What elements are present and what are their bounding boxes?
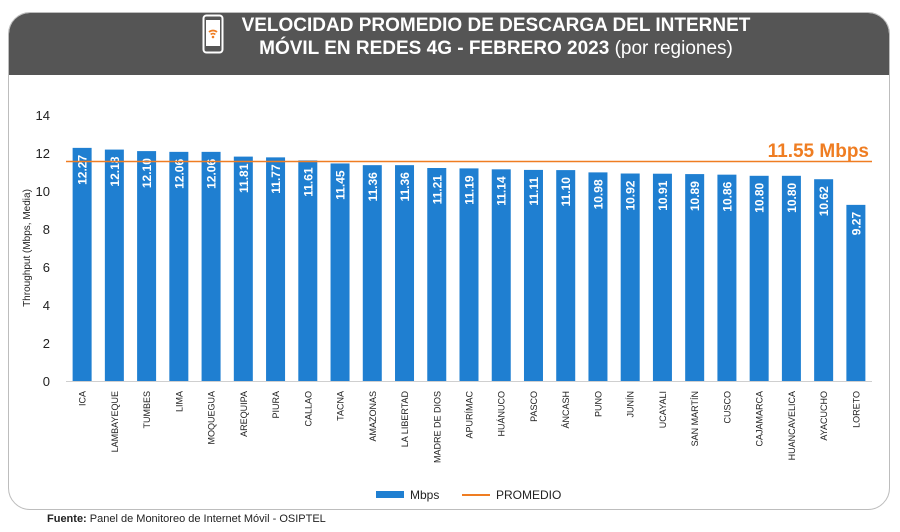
y-tick-label: 14	[36, 108, 50, 123]
y-tick-label: 12	[36, 146, 50, 161]
data-label: 11.11	[527, 177, 541, 206]
x-tick-label: ICA	[78, 391, 88, 406]
title-banner	[9, 13, 889, 75]
data-label: 11.77	[269, 164, 283, 194]
x-tick-label: HUÁNUCO	[497, 391, 507, 437]
data-label: 11.14	[495, 176, 509, 206]
title-suffix: (por regiones)	[614, 38, 733, 59]
legend-label-mbps: Mbps	[410, 488, 439, 502]
x-tick-label: LIMA	[174, 391, 184, 412]
bar	[781, 175, 801, 381]
legend-label-promedio: PROMEDIO	[496, 488, 561, 502]
x-tick-label: TACNA	[336, 391, 346, 421]
data-label: 11.21	[430, 175, 444, 205]
bar	[137, 151, 157, 381]
bar	[846, 204, 866, 381]
bar	[491, 169, 511, 381]
y-tick-label: 4	[43, 298, 50, 313]
x-tick-label: CAJAMARCA	[755, 391, 765, 447]
x-tick-label: PIURA	[271, 391, 281, 419]
x-tick-label: SAN MARTÍN	[690, 391, 700, 446]
y-tick-label: 0	[43, 374, 50, 389]
data-label: 10.89	[688, 181, 702, 211]
bar	[72, 147, 92, 381]
x-tick-label: APURÍMAC	[465, 391, 475, 439]
x-tick-label: HUANCAVELICA	[787, 391, 797, 460]
data-label: 11.19	[463, 175, 477, 205]
source-label: Fuente:	[47, 513, 87, 525]
data-label: 12.10	[140, 158, 154, 188]
y-tick-label: 10	[36, 184, 50, 199]
bar	[201, 151, 221, 381]
bar	[685, 174, 705, 381]
data-label: 12.06	[205, 159, 219, 189]
smartphone-wifi-icon	[202, 14, 224, 54]
data-label: 11.36	[398, 172, 412, 202]
x-tick-label: MOQUEGUA	[207, 391, 217, 445]
bar	[330, 163, 350, 381]
data-label: 10.62	[817, 186, 831, 216]
chart-title: VELOCIDAD PROMEDIO DE DESCARGA DEL INTER…	[236, 14, 756, 60]
data-label: 10.92	[624, 180, 638, 210]
y-tick-label: 6	[43, 260, 50, 275]
promedio-label: 11.55 Mbps	[768, 141, 869, 162]
data-label: 9.27	[849, 212, 863, 236]
bar	[459, 168, 479, 381]
data-label: 10.80	[785, 182, 799, 212]
data-label: 12.27	[76, 155, 90, 185]
x-tick-label: MADRE DE DIOS	[432, 391, 442, 463]
y-tick-label: 2	[43, 336, 50, 351]
bar	[620, 173, 640, 381]
data-label: 10.86	[720, 181, 734, 211]
data-label: 10.91	[656, 180, 670, 210]
data-label: 11.61	[301, 167, 315, 197]
x-tick-label: CALLAO	[303, 391, 313, 427]
x-tick-label: TUMBES	[142, 391, 152, 429]
data-label: 10.80	[753, 182, 767, 212]
title-line-1: VELOCIDAD PROMEDIO DE DESCARGA DEL INTER…	[241, 15, 751, 36]
bar	[233, 156, 253, 381]
x-tick-label: JUNÍN	[626, 391, 636, 418]
bar	[588, 172, 608, 381]
bar	[298, 160, 318, 381]
bar	[362, 165, 382, 381]
x-tick-label: CUSCO	[722, 391, 732, 424]
data-label: 10.98	[591, 179, 605, 209]
x-tick-label: LAMBAYEQUE	[110, 391, 120, 452]
bar	[523, 169, 543, 381]
x-tick-label: LORETO	[851, 391, 861, 428]
bar	[652, 173, 672, 381]
source-note: Fuente: Panel de Monitoreo de Internet M…	[47, 513, 326, 525]
legend-swatch-mbps	[376, 491, 404, 498]
data-label: 12.06	[172, 159, 186, 189]
x-tick-label: UCAYALI	[658, 391, 668, 428]
bar	[395, 165, 415, 381]
x-tick-label: AREQUIPA	[239, 391, 249, 437]
bar	[427, 168, 447, 381]
x-tick-label: LA LIBERTAD	[400, 391, 410, 448]
bar	[169, 151, 189, 381]
data-label: 11.45	[334, 170, 348, 200]
source-text: Panel de Monitoreo de Internet Móvil - O…	[89, 513, 326, 525]
x-tick-label: PASCO	[529, 391, 539, 422]
bar	[104, 149, 124, 381]
bar	[814, 179, 834, 381]
title-line-2: MÓVIL EN REDES 4G - FEBRERO 2023	[259, 38, 610, 59]
x-tick-label: ÁNCASH	[561, 391, 571, 429]
x-tick-label: AYACUCHO	[819, 391, 829, 441]
bar	[266, 157, 286, 381]
bar	[556, 170, 576, 381]
bar	[717, 174, 737, 381]
x-tick-label: PUNO	[593, 391, 603, 417]
x-tick-label: AMAZONAS	[368, 391, 378, 442]
data-label: 11.10	[559, 177, 573, 207]
data-label: 11.36	[366, 172, 380, 202]
y-axis-title: Throughput (Mbps, Media)	[22, 189, 33, 307]
bar	[749, 175, 769, 381]
y-tick-label: 8	[43, 222, 50, 237]
data-label: 11.81	[237, 163, 251, 193]
data-label: 12.18	[108, 156, 122, 186]
